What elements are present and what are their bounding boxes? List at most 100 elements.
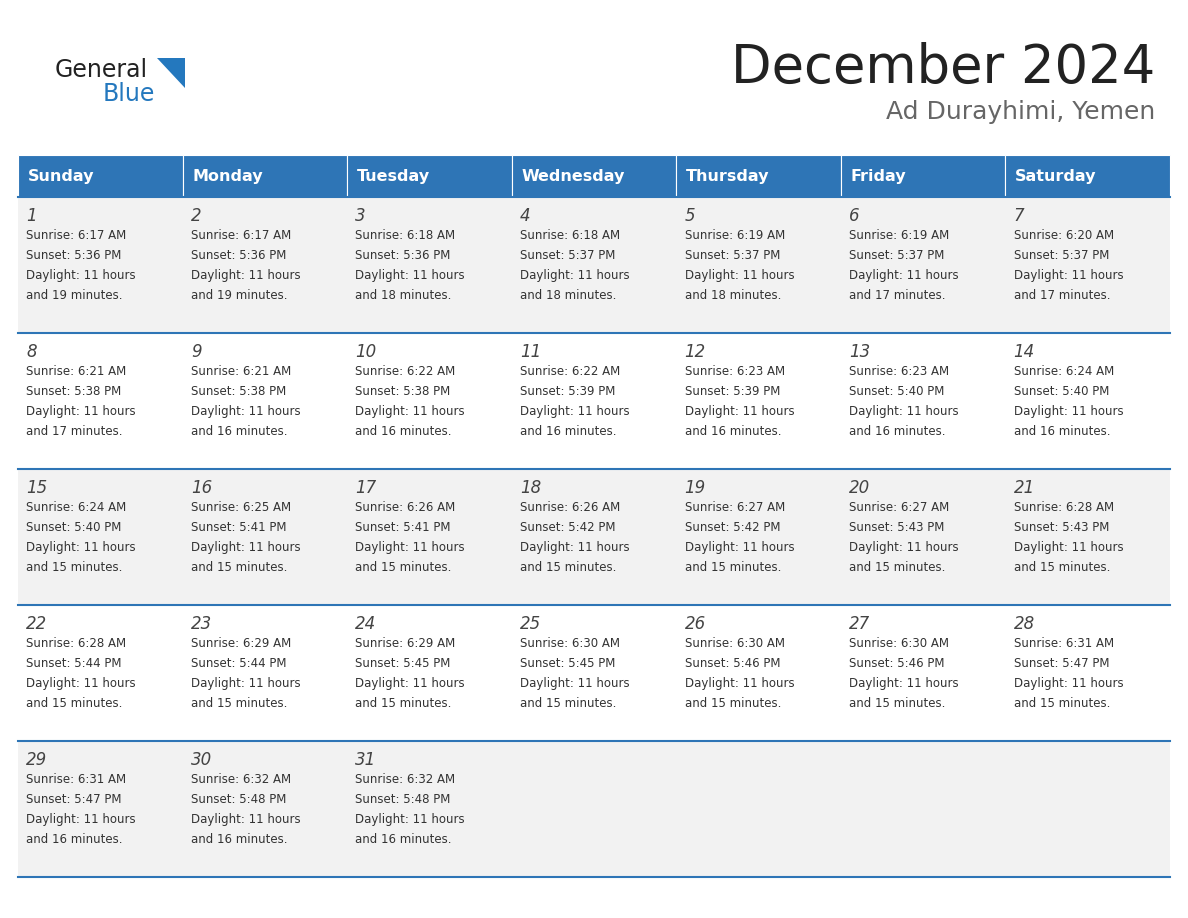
Bar bbox=[18, 605, 1170, 741]
Text: Sunset: 5:46 PM: Sunset: 5:46 PM bbox=[684, 657, 781, 670]
Text: Sunrise: 6:17 AM: Sunrise: 6:17 AM bbox=[191, 229, 291, 242]
Text: 28: 28 bbox=[1013, 615, 1035, 633]
Text: Daylight: 11 hours: Daylight: 11 hours bbox=[26, 269, 135, 282]
Text: Thursday: Thursday bbox=[687, 169, 770, 184]
Text: Saturday: Saturday bbox=[1016, 169, 1097, 184]
Text: Monday: Monday bbox=[192, 169, 263, 184]
Text: Daylight: 11 hours: Daylight: 11 hours bbox=[26, 813, 135, 826]
Text: Sunset: 5:40 PM: Sunset: 5:40 PM bbox=[849, 385, 944, 398]
Text: Daylight: 11 hours: Daylight: 11 hours bbox=[1013, 541, 1124, 554]
Text: Daylight: 11 hours: Daylight: 11 hours bbox=[355, 541, 465, 554]
Text: 10: 10 bbox=[355, 343, 377, 361]
Text: Sunset: 5:48 PM: Sunset: 5:48 PM bbox=[191, 793, 286, 806]
Text: Sunrise: 6:30 AM: Sunrise: 6:30 AM bbox=[520, 637, 620, 650]
Text: Sunrise: 6:26 AM: Sunrise: 6:26 AM bbox=[520, 501, 620, 514]
Text: 22: 22 bbox=[26, 615, 48, 633]
Text: Daylight: 11 hours: Daylight: 11 hours bbox=[849, 677, 959, 690]
Bar bbox=[676, 155, 841, 197]
Text: 15: 15 bbox=[26, 479, 48, 497]
Text: Daylight: 11 hours: Daylight: 11 hours bbox=[355, 269, 465, 282]
Text: Sunrise: 6:27 AM: Sunrise: 6:27 AM bbox=[849, 501, 949, 514]
Text: Sunset: 5:47 PM: Sunset: 5:47 PM bbox=[26, 793, 121, 806]
Text: and 18 minutes.: and 18 minutes. bbox=[684, 289, 781, 302]
Text: 18: 18 bbox=[520, 479, 542, 497]
Text: Ad Durayhimi, Yemen: Ad Durayhimi, Yemen bbox=[886, 100, 1155, 124]
Text: 9: 9 bbox=[191, 343, 202, 361]
Text: Daylight: 11 hours: Daylight: 11 hours bbox=[520, 405, 630, 418]
Text: and 16 minutes.: and 16 minutes. bbox=[355, 425, 451, 438]
Text: 27: 27 bbox=[849, 615, 871, 633]
Text: Sunrise: 6:30 AM: Sunrise: 6:30 AM bbox=[849, 637, 949, 650]
Text: Daylight: 11 hours: Daylight: 11 hours bbox=[684, 541, 794, 554]
Text: Sunrise: 6:30 AM: Sunrise: 6:30 AM bbox=[684, 637, 784, 650]
Text: Wednesday: Wednesday bbox=[522, 169, 625, 184]
Text: and 15 minutes.: and 15 minutes. bbox=[520, 561, 617, 574]
Text: and 16 minutes.: and 16 minutes. bbox=[191, 425, 287, 438]
Text: and 15 minutes.: and 15 minutes. bbox=[849, 697, 946, 710]
Text: Sunset: 5:37 PM: Sunset: 5:37 PM bbox=[684, 249, 779, 262]
Text: Daylight: 11 hours: Daylight: 11 hours bbox=[191, 405, 301, 418]
Text: and 15 minutes.: and 15 minutes. bbox=[520, 697, 617, 710]
Text: Sunrise: 6:31 AM: Sunrise: 6:31 AM bbox=[26, 773, 126, 786]
Text: Daylight: 11 hours: Daylight: 11 hours bbox=[849, 269, 959, 282]
Text: Sunrise: 6:17 AM: Sunrise: 6:17 AM bbox=[26, 229, 126, 242]
Text: and 16 minutes.: and 16 minutes. bbox=[849, 425, 946, 438]
Text: and 19 minutes.: and 19 minutes. bbox=[26, 289, 122, 302]
Text: and 15 minutes.: and 15 minutes. bbox=[355, 697, 451, 710]
Text: 3: 3 bbox=[355, 207, 366, 225]
Text: and 16 minutes.: and 16 minutes. bbox=[1013, 425, 1110, 438]
Text: Daylight: 11 hours: Daylight: 11 hours bbox=[684, 677, 794, 690]
Text: Sunrise: 6:29 AM: Sunrise: 6:29 AM bbox=[355, 637, 456, 650]
Text: Sunset: 5:41 PM: Sunset: 5:41 PM bbox=[191, 521, 286, 534]
Text: and 18 minutes.: and 18 minutes. bbox=[520, 289, 617, 302]
Text: Sunset: 5:38 PM: Sunset: 5:38 PM bbox=[355, 385, 450, 398]
Text: 7: 7 bbox=[1013, 207, 1024, 225]
Text: Tuesday: Tuesday bbox=[358, 169, 430, 184]
Text: and 15 minutes.: and 15 minutes. bbox=[26, 561, 122, 574]
Text: Sunset: 5:44 PM: Sunset: 5:44 PM bbox=[191, 657, 286, 670]
Text: 25: 25 bbox=[520, 615, 542, 633]
Text: 24: 24 bbox=[355, 615, 377, 633]
Text: Sunset: 5:42 PM: Sunset: 5:42 PM bbox=[684, 521, 781, 534]
Text: 8: 8 bbox=[26, 343, 37, 361]
Text: December 2024: December 2024 bbox=[731, 42, 1155, 94]
Text: Sunrise: 6:22 AM: Sunrise: 6:22 AM bbox=[355, 365, 456, 378]
Text: 11: 11 bbox=[520, 343, 542, 361]
Text: Daylight: 11 hours: Daylight: 11 hours bbox=[849, 541, 959, 554]
Text: Sunset: 5:43 PM: Sunset: 5:43 PM bbox=[1013, 521, 1110, 534]
Text: and 16 minutes.: and 16 minutes. bbox=[26, 833, 122, 846]
Text: Sunrise: 6:18 AM: Sunrise: 6:18 AM bbox=[355, 229, 455, 242]
Text: Daylight: 11 hours: Daylight: 11 hours bbox=[849, 405, 959, 418]
Text: Sunrise: 6:18 AM: Sunrise: 6:18 AM bbox=[520, 229, 620, 242]
Text: Daylight: 11 hours: Daylight: 11 hours bbox=[26, 405, 135, 418]
Text: Sunrise: 6:32 AM: Sunrise: 6:32 AM bbox=[191, 773, 291, 786]
Text: Sunrise: 6:21 AM: Sunrise: 6:21 AM bbox=[191, 365, 291, 378]
Text: 6: 6 bbox=[849, 207, 860, 225]
Text: and 15 minutes.: and 15 minutes. bbox=[684, 561, 781, 574]
Text: Sunset: 5:44 PM: Sunset: 5:44 PM bbox=[26, 657, 121, 670]
Text: and 17 minutes.: and 17 minutes. bbox=[849, 289, 946, 302]
Text: Sunset: 5:38 PM: Sunset: 5:38 PM bbox=[191, 385, 286, 398]
Text: 19: 19 bbox=[684, 479, 706, 497]
Text: 29: 29 bbox=[26, 751, 48, 769]
Bar bbox=[18, 469, 1170, 605]
Text: and 15 minutes.: and 15 minutes. bbox=[191, 697, 287, 710]
Text: and 18 minutes.: and 18 minutes. bbox=[355, 289, 451, 302]
Text: Daylight: 11 hours: Daylight: 11 hours bbox=[355, 405, 465, 418]
Text: 13: 13 bbox=[849, 343, 871, 361]
Text: Sunrise: 6:32 AM: Sunrise: 6:32 AM bbox=[355, 773, 455, 786]
Bar bbox=[1005, 155, 1170, 197]
Text: and 17 minutes.: and 17 minutes. bbox=[1013, 289, 1110, 302]
Text: Sunset: 5:36 PM: Sunset: 5:36 PM bbox=[26, 249, 121, 262]
Text: and 15 minutes.: and 15 minutes. bbox=[26, 697, 122, 710]
Bar bbox=[18, 333, 1170, 469]
Text: 12: 12 bbox=[684, 343, 706, 361]
Text: 4: 4 bbox=[520, 207, 531, 225]
Text: Sunrise: 6:24 AM: Sunrise: 6:24 AM bbox=[26, 501, 126, 514]
Text: Sunrise: 6:25 AM: Sunrise: 6:25 AM bbox=[191, 501, 291, 514]
Text: Sunset: 5:43 PM: Sunset: 5:43 PM bbox=[849, 521, 944, 534]
Text: Sunset: 5:40 PM: Sunset: 5:40 PM bbox=[26, 521, 121, 534]
Text: 16: 16 bbox=[191, 479, 211, 497]
Text: Daylight: 11 hours: Daylight: 11 hours bbox=[1013, 269, 1124, 282]
Text: and 15 minutes.: and 15 minutes. bbox=[355, 561, 451, 574]
